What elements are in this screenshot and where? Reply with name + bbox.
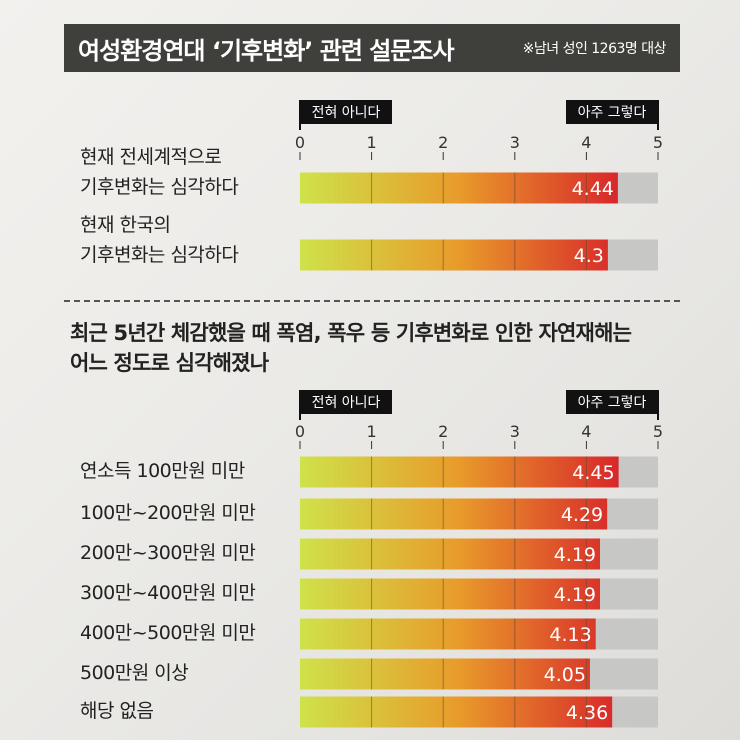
question-line-2: 어느 정도로 심각해졌나 <box>70 351 269 375</box>
bar <box>300 658 590 690</box>
scale-max-label-box <box>566 100 658 124</box>
scale-min-label-box <box>300 390 392 414</box>
question-line-1: 최근 5년간 체감했을 때 폭염, 폭우 등 기후변화로 인한 자연재해는 <box>70 321 632 345</box>
category-label: 100만~200만원 미만 <box>80 502 256 524</box>
bar <box>300 456 619 488</box>
category-label: 500만원 이상 <box>80 662 189 684</box>
tick-label: 5 <box>653 133 663 152</box>
scale-min-label-box <box>300 100 392 124</box>
scale-max-label: 아주 그렇다 <box>578 105 647 121</box>
bar <box>300 498 608 530</box>
data-label: 4.19 <box>554 544 596 566</box>
tick-label: 1 <box>367 133 377 152</box>
tick-label: 3 <box>510 133 520 152</box>
category-label: 현재 전세계적으로 <box>80 146 222 168</box>
bar <box>300 538 601 570</box>
bar <box>300 239 608 271</box>
tick-label: 4 <box>581 422 591 441</box>
category-label: 현재 한국의 <box>80 214 171 236</box>
section-divider <box>64 300 680 302</box>
scale-max-label: 아주 그렇다 <box>578 395 647 411</box>
scale-min-label: 전혀 아니다 <box>312 395 381 411</box>
data-label: 4.3 <box>574 245 604 267</box>
bar <box>300 578 601 610</box>
tick-label: 5 <box>653 422 663 441</box>
scale-min-label: 전혀 아니다 <box>312 105 381 121</box>
data-label: 4.19 <box>554 584 596 606</box>
category-label: 기후변화는 심각하다 <box>80 176 239 198</box>
category-label: 200만~300만원 미만 <box>80 542 256 564</box>
bar <box>300 172 618 204</box>
tick-label: 1 <box>367 422 377 441</box>
tick-label: 3 <box>510 422 520 441</box>
tick-label: 2 <box>438 422 448 441</box>
bar <box>300 696 613 728</box>
category-label: 해당 없음 <box>80 700 154 722</box>
category-label: 400만~500만원 미만 <box>80 622 256 644</box>
tick-label: 0 <box>295 133 305 152</box>
category-label: 300만~400만원 미만 <box>80 582 256 604</box>
data-label: 4.44 <box>572 178 614 200</box>
tick-label: 0 <box>295 422 305 441</box>
scale-max-label-box <box>566 390 658 414</box>
page-title: 여성환경연대 ‘기후변화’ 관련 설문조사 <box>78 36 455 65</box>
tick-label: 4 <box>581 133 591 152</box>
data-label: 4.36 <box>566 702 608 724</box>
title-bar: 여성환경연대 ‘기후변화’ 관련 설문조사 ※남녀 성인 1263명 대상 <box>64 24 680 72</box>
question-text: 최근 5년간 체감했을 때 폭염, 폭우 등 기후변화로 인한 자연재해는 어느… <box>70 318 680 378</box>
data-label: 4.45 <box>572 462 614 484</box>
category-label: 기후변화는 심각하다 <box>80 244 239 266</box>
tick-label: 2 <box>438 133 448 152</box>
page-subtitle: ※남녀 성인 1263명 대상 <box>522 41 667 57</box>
bar <box>300 618 596 650</box>
data-label: 4.13 <box>549 624 591 646</box>
data-label: 4.05 <box>544 664 586 686</box>
category-label: 연소득 100만원 미만 <box>80 460 245 482</box>
data-label: 4.29 <box>561 504 603 526</box>
